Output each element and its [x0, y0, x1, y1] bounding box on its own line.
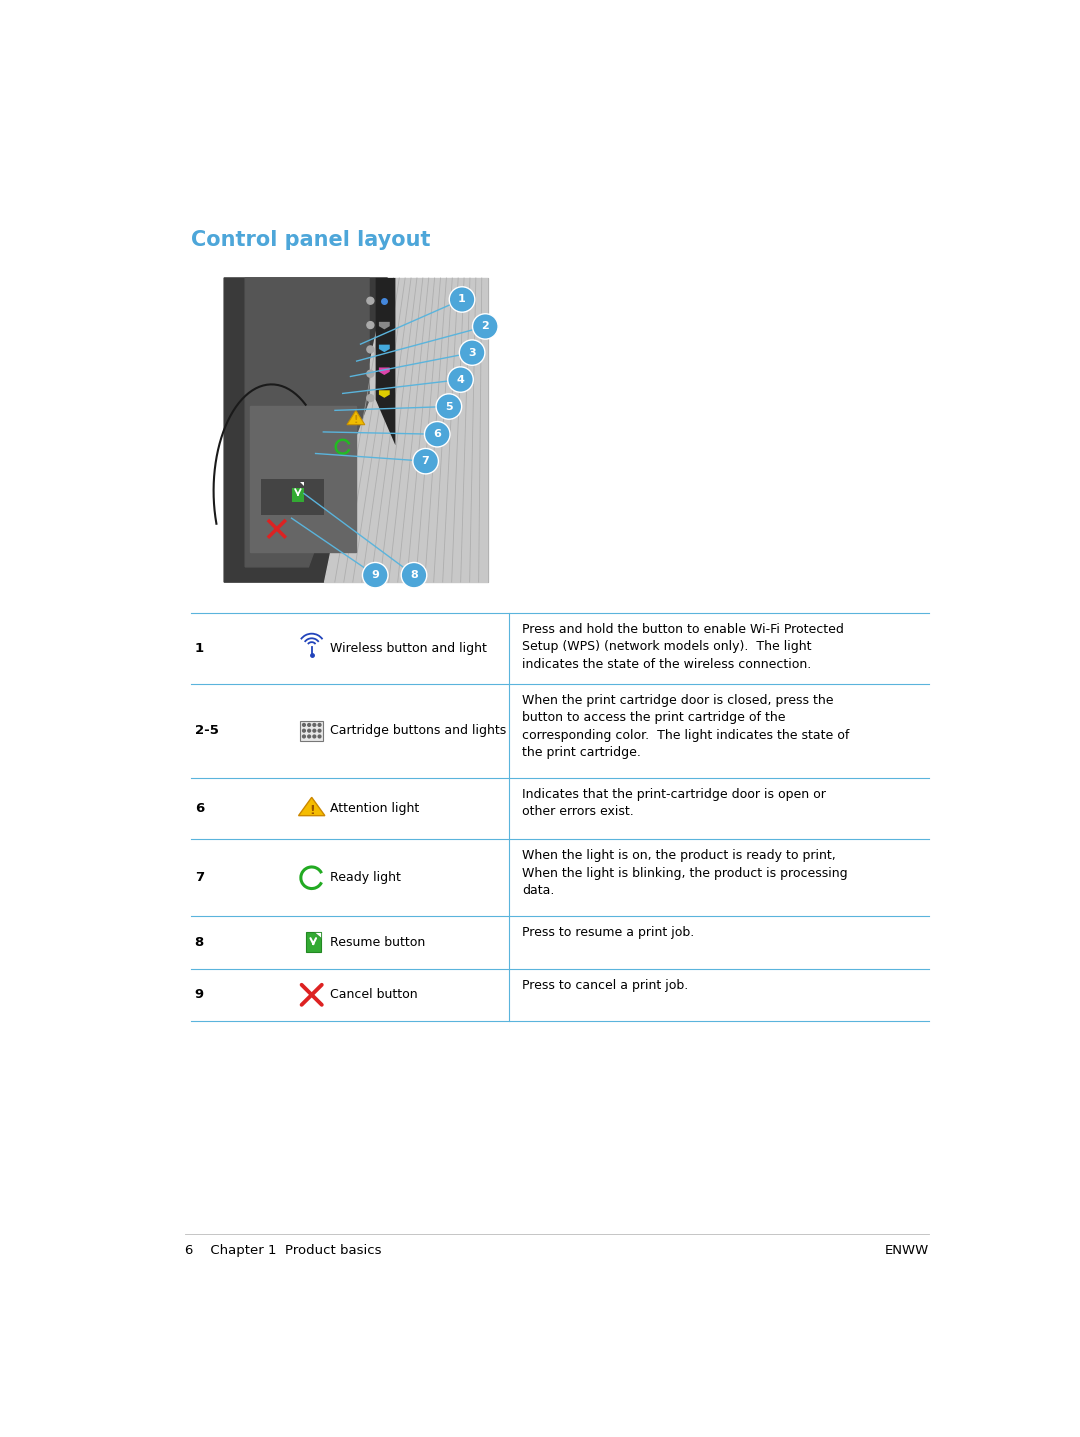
Circle shape	[319, 723, 321, 726]
Circle shape	[302, 723, 306, 726]
Polygon shape	[347, 411, 365, 425]
Polygon shape	[300, 481, 305, 486]
Text: 9: 9	[372, 570, 379, 581]
Polygon shape	[379, 345, 390, 352]
Circle shape	[367, 322, 374, 329]
Circle shape	[367, 371, 374, 376]
Polygon shape	[324, 277, 488, 582]
Text: Cancel button: Cancel button	[329, 989, 417, 1002]
Polygon shape	[225, 277, 388, 582]
Text: 7: 7	[194, 871, 204, 884]
Text: Attention light: Attention light	[329, 802, 419, 815]
Text: 7: 7	[422, 456, 430, 466]
FancyBboxPatch shape	[300, 721, 323, 740]
Circle shape	[449, 287, 475, 312]
Text: 6: 6	[194, 802, 204, 815]
Text: Press to resume a print job.: Press to resume a print job.	[523, 927, 694, 940]
Circle shape	[302, 730, 306, 731]
Polygon shape	[245, 277, 369, 566]
Circle shape	[308, 736, 311, 737]
Text: Ready light: Ready light	[329, 871, 401, 884]
Text: 3: 3	[469, 348, 476, 358]
Polygon shape	[298, 798, 325, 816]
Circle shape	[367, 346, 374, 354]
Circle shape	[436, 394, 461, 420]
Circle shape	[363, 562, 388, 588]
Text: When the print cartridge door is closed, press the
button to access the print ca: When the print cartridge door is closed,…	[523, 694, 850, 759]
Polygon shape	[314, 933, 321, 938]
Polygon shape	[376, 277, 395, 445]
Text: 9: 9	[194, 989, 204, 1002]
Text: Cartridge buttons and lights: Cartridge buttons and lights	[329, 724, 505, 737]
Text: 5: 5	[445, 401, 453, 411]
Text: !: !	[353, 415, 359, 425]
Circle shape	[308, 730, 311, 731]
Text: Wireless button and light: Wireless button and light	[329, 642, 486, 655]
Text: 4: 4	[457, 375, 464, 385]
Circle shape	[302, 736, 306, 737]
Polygon shape	[379, 391, 390, 398]
Text: 2: 2	[482, 322, 489, 332]
Circle shape	[313, 730, 315, 731]
Text: When the light is on, the product is ready to print,
When the light is blinking,: When the light is on, the product is rea…	[523, 849, 848, 897]
Text: ENWW: ENWW	[886, 1243, 930, 1256]
Polygon shape	[251, 405, 356, 552]
Circle shape	[413, 448, 438, 474]
Text: 6    Chapter 1  Product basics: 6 Chapter 1 Product basics	[186, 1243, 382, 1256]
Circle shape	[448, 366, 473, 392]
Circle shape	[319, 730, 321, 731]
Circle shape	[473, 313, 498, 339]
Text: Press and hold the button to enable Wi-Fi Protected
Setup (WPS) (network models : Press and hold the button to enable Wi-F…	[523, 622, 845, 671]
Circle shape	[424, 421, 450, 447]
FancyBboxPatch shape	[292, 489, 305, 502]
Polygon shape	[379, 322, 390, 329]
Text: 8: 8	[194, 935, 204, 948]
Circle shape	[367, 395, 374, 401]
Polygon shape	[379, 368, 390, 375]
Circle shape	[401, 562, 427, 588]
Circle shape	[313, 723, 315, 726]
Text: 1: 1	[458, 295, 465, 305]
FancyBboxPatch shape	[225, 277, 488, 582]
Circle shape	[459, 341, 485, 365]
Text: 1: 1	[194, 642, 204, 655]
Circle shape	[308, 723, 311, 726]
Text: Resume button: Resume button	[329, 935, 424, 948]
Text: 8: 8	[410, 570, 418, 581]
FancyBboxPatch shape	[306, 933, 321, 953]
Text: 6: 6	[433, 430, 442, 440]
Circle shape	[319, 736, 321, 737]
Circle shape	[367, 297, 374, 305]
Circle shape	[313, 736, 315, 737]
Text: Indicates that the print-cartridge door is open or
other errors exist.: Indicates that the print-cartridge door …	[523, 787, 826, 818]
Text: 2-5: 2-5	[194, 724, 218, 737]
Text: !: !	[309, 803, 314, 816]
Text: Press to cancel a print job.: Press to cancel a print job.	[523, 979, 689, 992]
FancyBboxPatch shape	[261, 479, 324, 516]
Text: Control panel layout: Control panel layout	[191, 230, 430, 250]
